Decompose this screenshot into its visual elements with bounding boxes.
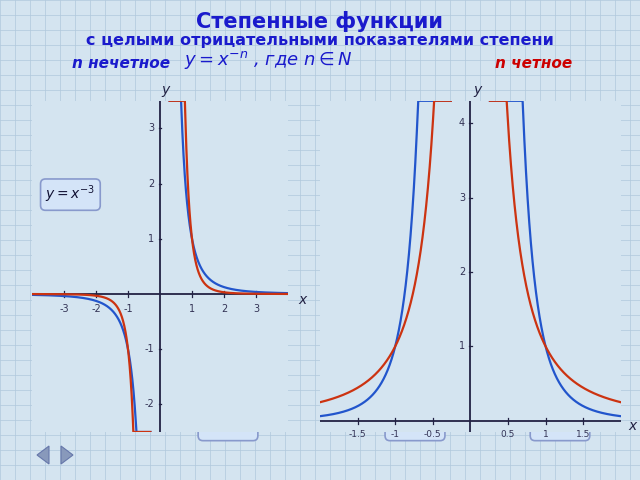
Text: -1: -1 [123, 304, 133, 314]
Text: $y = x^{-3}$: $y = x^{-3}$ [45, 184, 95, 205]
Text: $y = x^{-5}$: $y = x^{-5}$ [203, 414, 253, 436]
Text: 1: 1 [543, 430, 548, 439]
Text: Степенные функции: Степенные функции [196, 12, 444, 33]
Text: -0.5: -0.5 [424, 430, 442, 439]
Text: 0.5: 0.5 [501, 430, 515, 439]
Text: $y = x^{-n}$ , где $n \in N$: $y = x^{-n}$ , где $n \in N$ [184, 49, 353, 71]
Text: y: y [474, 83, 482, 96]
Text: с целыми отрицательными показателями степени: с целыми отрицательными показателями сте… [86, 33, 554, 48]
Text: x: x [298, 292, 307, 307]
Text: -1.5: -1.5 [349, 430, 367, 439]
Text: -2: -2 [145, 399, 154, 409]
Text: 1: 1 [459, 341, 465, 351]
Text: 3: 3 [253, 304, 259, 314]
Text: 4: 4 [459, 118, 465, 128]
Text: -1: -1 [145, 344, 154, 354]
Text: -1: -1 [390, 430, 400, 439]
Text: $y = x^{-4}$: $y = x^{-4}$ [390, 414, 440, 436]
Text: -3: -3 [59, 304, 69, 314]
Text: 3: 3 [148, 123, 154, 133]
Polygon shape [37, 446, 49, 464]
Text: n нечетное: n нечетное [72, 56, 170, 71]
Text: $y = x^{-2}$: $y = x^{-2}$ [535, 414, 585, 436]
Text: 1.5: 1.5 [576, 430, 590, 439]
Text: 1: 1 [148, 234, 154, 244]
Text: 1: 1 [189, 304, 195, 314]
Text: 3: 3 [459, 192, 465, 203]
Polygon shape [61, 446, 73, 464]
Text: x: x [628, 419, 636, 433]
Text: 2: 2 [459, 267, 465, 277]
Text: 2: 2 [148, 179, 154, 189]
Text: y: y [162, 83, 170, 97]
Text: n четное: n четное [495, 56, 572, 71]
Text: 2: 2 [221, 304, 227, 314]
Text: -2: -2 [91, 304, 101, 314]
